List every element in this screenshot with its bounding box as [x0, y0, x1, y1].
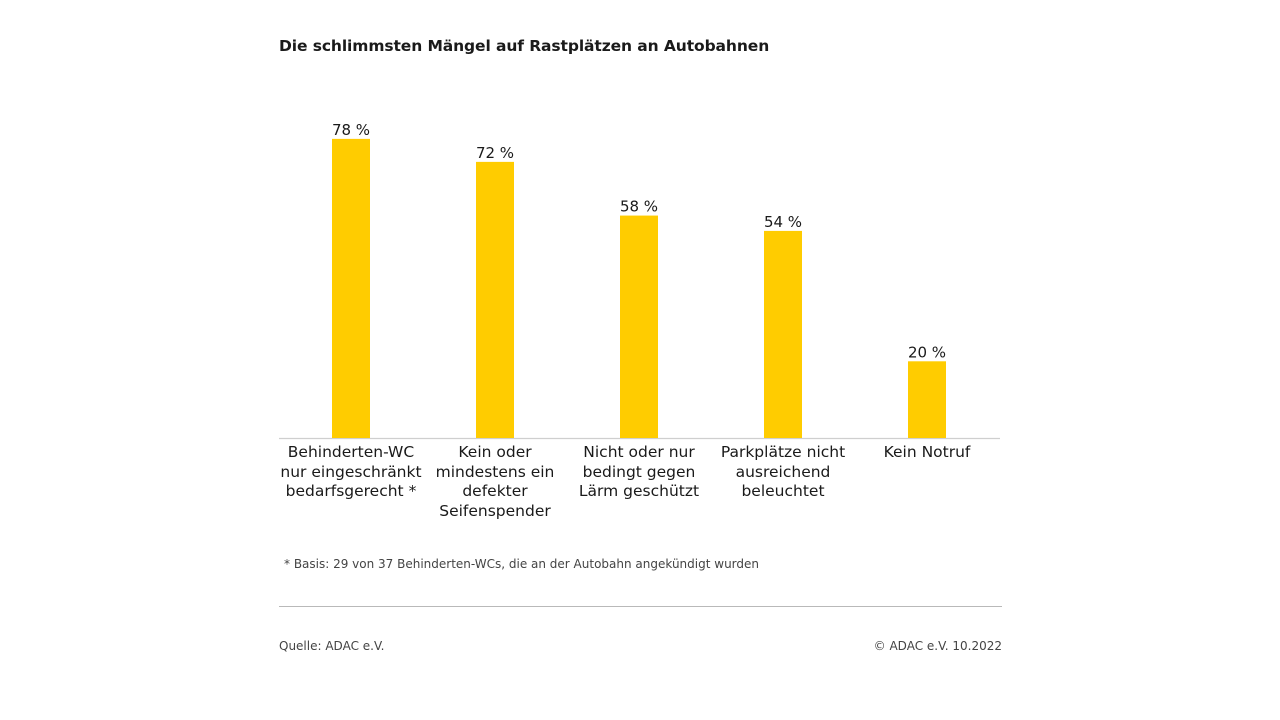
chart-title: Die schlimmsten Mängel auf Rastplätzen a… — [279, 37, 770, 55]
data-label-1: 78 % — [332, 121, 370, 139]
source-note: Quelle: ADAC e.V. — [279, 639, 385, 653]
category-label-1: Behinderten-WC nur eingeschränkt bedarfs… — [280, 443, 422, 500]
data-label-5: 20 % — [908, 343, 946, 361]
category-label-3: Nicht oder nur bedingt gegen Lärm geschü… — [578, 443, 700, 500]
bar-2 — [476, 161, 514, 438]
bar-1 — [332, 138, 370, 438]
footer-divider — [279, 606, 1002, 607]
data-label-4: 54 % — [764, 213, 802, 231]
data-label-3: 58 % — [620, 198, 658, 216]
bar-3 — [620, 215, 658, 438]
bar-4 — [764, 230, 802, 438]
category-label-2: Kein oder mindestens ein defekter Seifen… — [435, 443, 555, 520]
footnote: * Basis: 29 von 37 Behinderten-WCs, die … — [284, 557, 759, 571]
category-label-5: Kein Notruf — [883, 443, 971, 461]
bar-5 — [908, 361, 946, 438]
category-label-4: Parkplätze nicht ausreichend beleuchtet — [720, 443, 846, 500]
data-label-2: 72 % — [476, 144, 514, 162]
copyright-note: © ADAC e.V. 10.2022 — [873, 639, 1002, 653]
